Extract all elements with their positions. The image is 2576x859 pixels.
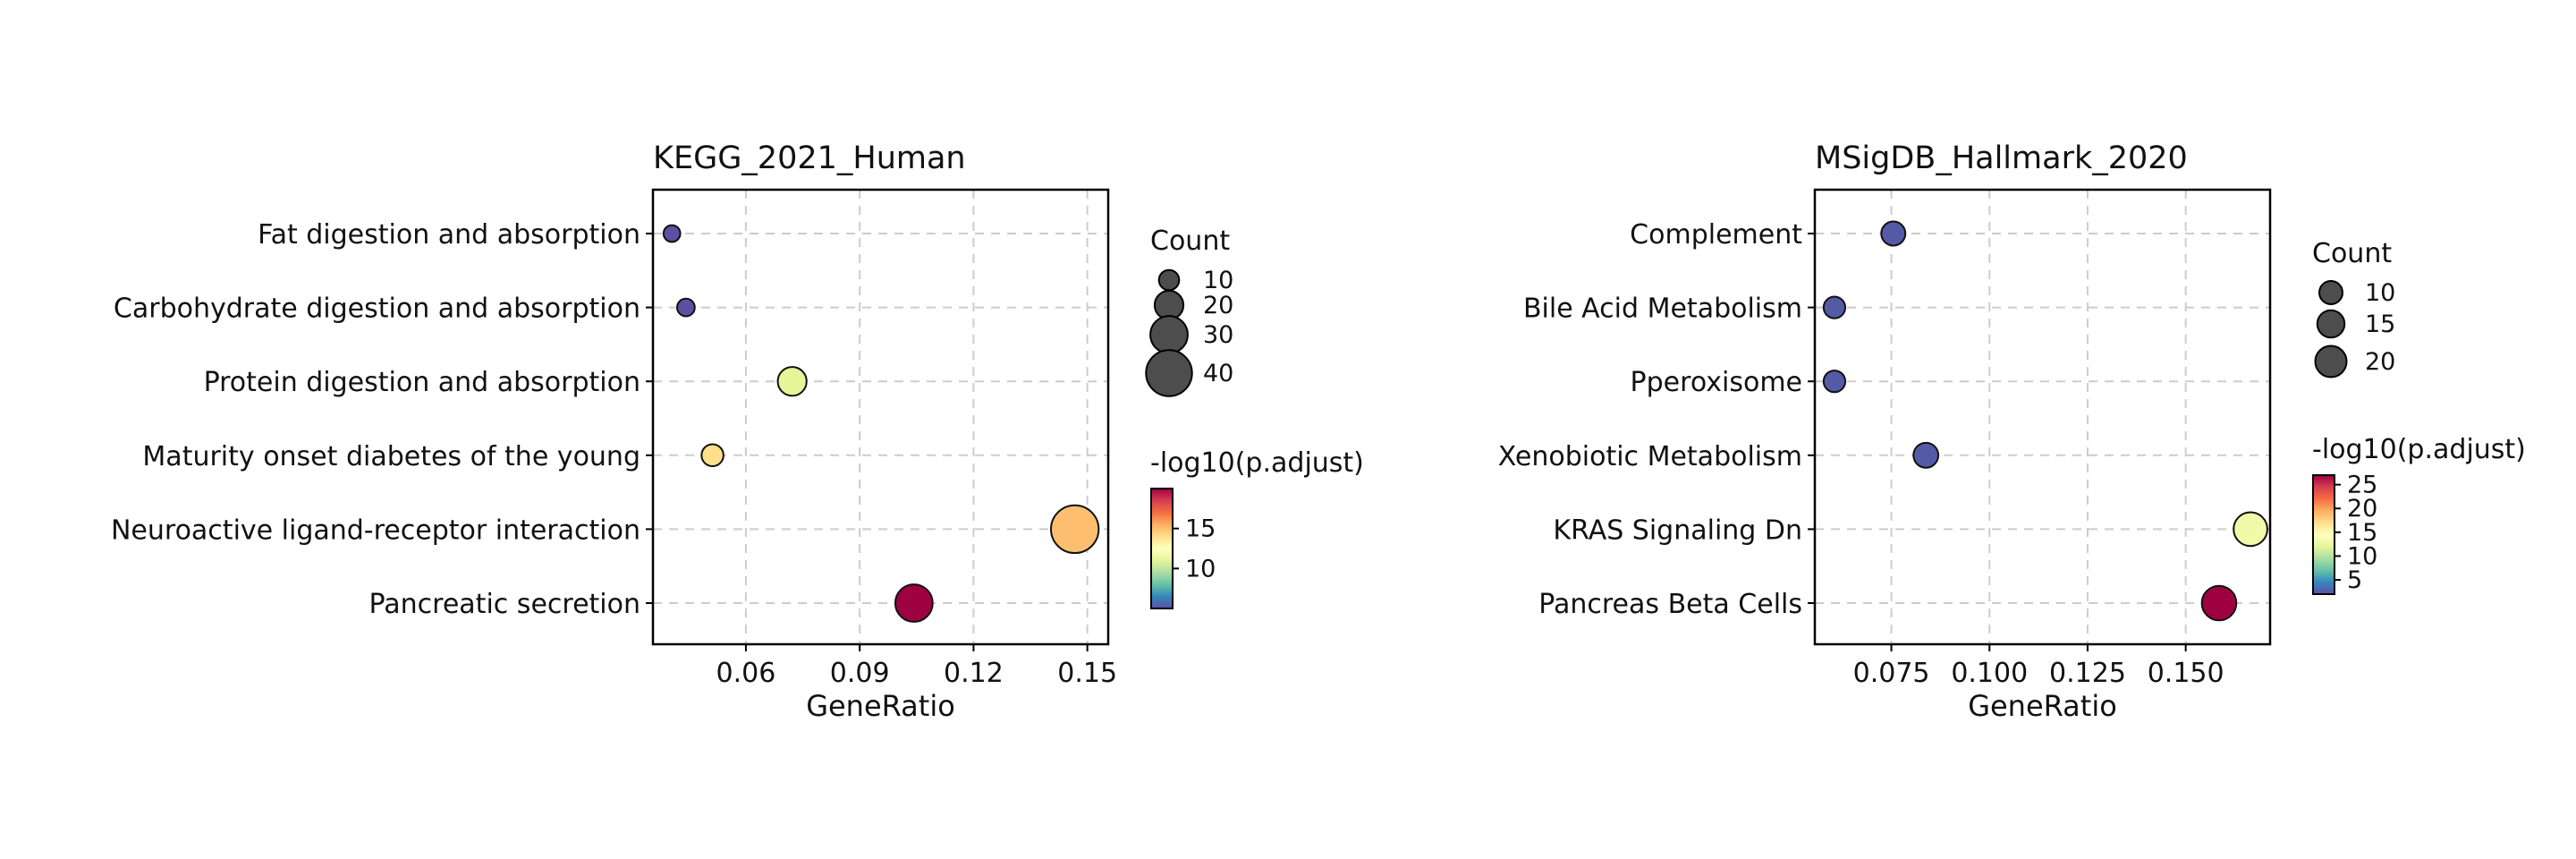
data-point [1050,504,1100,555]
x-tick-label: 0.075 [1853,658,1930,689]
msigdb-title: MSigDB_Hallmark_2020 [1815,140,2188,176]
chart-kegg: Fat digestion and absorption Carbohydrate… [111,140,1364,723]
data-point [1822,370,1847,394]
data-point [1822,295,1847,319]
data-point [894,583,934,623]
y-tick-label: KRAS Signaling Dn [1553,515,1802,546]
y-tick-label: Maturity onset diabetes of the young [142,441,640,472]
data-point [662,224,682,243]
x-tick-label: 0.09 [830,658,890,689]
size-legend-label: 15 [2365,310,2395,338]
msigdb-size-legend: Count 10 15 20 [2312,238,2395,378]
y-tick-label: Pancreas Beta Cells [1538,589,1802,620]
kegg-x-ticks: 0.06 0.09 0.12 0.15 [716,644,1117,689]
y-tick-label: Pperoxisome [1631,367,1802,398]
size-legend-marker [2318,280,2343,305]
kegg-colorbar [1150,488,1174,609]
msigdb-x-ticks: 0.075 0.100 0.125 0.150 [1853,644,2224,689]
y-tick-label: Carbohydrate digestion and absorption [114,293,640,325]
msigdb-color-legend-title: -log10(p.adjust) [2312,434,2526,465]
colorbar-tick-label: 25 [2347,472,2377,499]
chart-msigdb: Complement Bile Acid Metabolism Pperoxisom… [1498,140,2526,723]
msigdb-size-legend-title: Count [2312,238,2392,269]
data-point [676,297,696,318]
kegg-color-legend-title: -log10(p.adjust) [1150,447,1364,479]
y-tick-label: Xenobiotic Metabolism [1498,441,1802,472]
kegg-plot-border [651,188,1110,646]
y-tick-label: Protein digestion and absorption [204,367,640,398]
msigdb-colorbar [2312,474,2335,595]
y-tick-label: Pancreatic secretion [369,589,640,620]
data-point [2200,584,2238,622]
size-legend-marker [2314,344,2348,378]
kegg-y-ticks: Fat digestion and absorption Carbohydrate… [111,219,653,620]
colorbar-tick-label: 5 [2347,566,2362,594]
size-legend-label: 10 [1203,267,1233,294]
y-tick-label: Fat digestion and absorption [258,219,640,251]
msigdb-plot-border [1813,188,2272,646]
size-legend-marker [1145,349,1193,397]
x-tick-label: 0.06 [716,658,776,689]
colorbar-tick-label: 20 [2347,495,2377,523]
data-point [1912,441,1940,469]
y-tick-label: Bile Acid Metabolism [1523,293,1802,325]
kegg-size-legend-title: Count [1150,225,1230,257]
msigdb-grid [1815,190,2270,644]
size-legend-label: 40 [1203,360,1233,387]
data-point [776,366,808,397]
y-tick-label: Complement [1630,219,1802,251]
msigdb-y-ticks: Complement Bile Acid Metabolism Pperoxisom… [1498,219,1815,620]
x-tick-label: 0.125 [2049,658,2126,689]
kegg-plot-frame [653,190,1108,644]
size-legend-marker [2316,309,2346,339]
colorbar-tick-label: 15 [2347,519,2377,547]
x-tick-label: 0.15 [1057,658,1117,689]
size-legend-label: 10 [2365,279,2395,307]
size-legend-marker [1157,268,1181,292]
size-legend-marker [1149,315,1189,354]
size-legend-label: 20 [1203,292,1233,319]
data-point [1880,220,1907,247]
msigdb-points [1822,220,2268,622]
data-point [700,443,724,468]
colorbar-tick-label: 15 [1185,515,1216,543]
x-tick-label: 0.100 [1951,658,2028,689]
kegg-points [662,224,1100,623]
colorbar-tick-label: 10 [2347,542,2377,570]
kegg-grid [653,190,1108,644]
kegg-x-axis-label: GeneRatio [806,689,955,723]
data-point [2233,511,2268,548]
colorbar-tick-label: 10 [1185,555,1216,583]
size-legend-label: 30 [1203,321,1233,349]
y-tick-label: Neuroactive ligand-receptor interaction [111,515,640,546]
msigdb-x-axis-label: GeneRatio [1968,689,2117,723]
kegg-color-legend: -log10(p.adjust) 10 15 [1150,447,1364,609]
x-tick-label: 0.12 [944,658,1004,689]
msigdb-plot-frame [1815,190,2270,644]
kegg-title: KEGG_2021_Human [653,140,966,176]
x-tick-label: 0.150 [2148,658,2224,689]
size-legend-label: 20 [2365,348,2395,376]
